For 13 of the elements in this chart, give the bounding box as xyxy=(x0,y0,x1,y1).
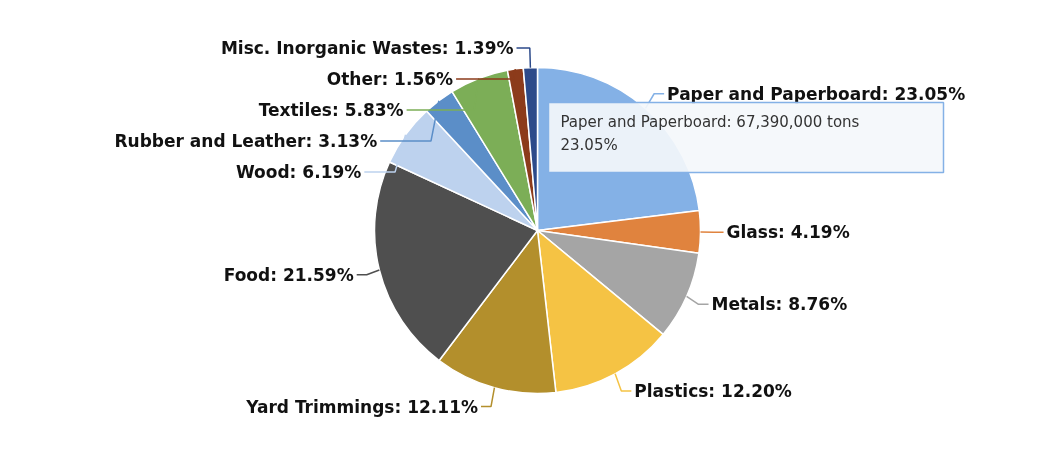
slice-label: Textiles: 5.83% xyxy=(258,100,404,121)
slice-label: Wood: 6.19% xyxy=(235,162,362,183)
slice-label: Food: 21.59% xyxy=(223,264,354,285)
slice-label: Rubber and Leather: 3.13% xyxy=(114,131,378,152)
slice-label: Glass: 4.19% xyxy=(726,222,850,243)
slice-label: Paper and Paperboard: 23.05% xyxy=(667,83,966,104)
text: Paper and Paperboard: 67,390,000 tons xyxy=(560,112,860,131)
slice-label: Metals: 8.76% xyxy=(711,294,848,315)
slice-label: Yard Trimmings: 12.11% xyxy=(245,396,479,417)
slice-label: Other: 1.56% xyxy=(326,69,454,90)
data-label: 23.05% xyxy=(560,135,618,154)
slice-label: Misc. Inorganic Wastes: 1.39% xyxy=(220,38,514,59)
slice-label: Plastics: 12.20% xyxy=(634,381,792,402)
